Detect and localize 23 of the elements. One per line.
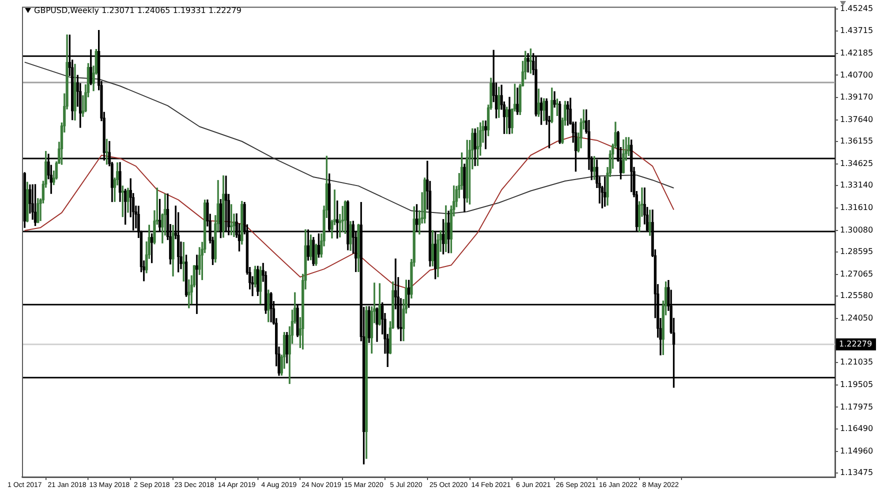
y-tick-label: 1.42185 (840, 48, 874, 58)
y-tick-label: 1.19505 (840, 380, 874, 389)
y-tick-label: 1.39170 (840, 92, 874, 102)
y-tick-label: 1.45245 (840, 4, 874, 13)
y-tick-label: 1.34625 (840, 159, 874, 168)
y-tick-label: 1.28595 (840, 247, 874, 256)
ref-line-label: 1.22279 (839, 339, 872, 348)
y-tick-label: 1.14960 (840, 446, 874, 456)
y-tick-label: 1.31610 (840, 203, 874, 212)
y-tick-label: 1.17975 (840, 402, 874, 412)
y-tick-label: 1.36155 (840, 136, 874, 146)
y-tick-label: 1.43715 (840, 26, 874, 36)
y-tick-label: 1.16490 (840, 424, 874, 434)
y-tick-label: 1.33140 (840, 180, 874, 190)
y-tick-label: 1.25580 (840, 291, 874, 300)
y-tick-label: 1.37640 (840, 114, 874, 124)
y-tick-label: 1.40700 (840, 70, 874, 80)
chart-title: GBPUSD,Weekly 1.23071 1.24065 1.19331 1.22279 (34, 6, 242, 15)
y-tick-label: 1.21035 (840, 358, 874, 367)
y-tick-label: 1.24050 (840, 314, 874, 323)
y-tick-label: 1.27065 (840, 269, 874, 278)
y-tick-label: 1.13475 (840, 468, 874, 478)
y-tick-label: 1.30080 (840, 225, 874, 234)
